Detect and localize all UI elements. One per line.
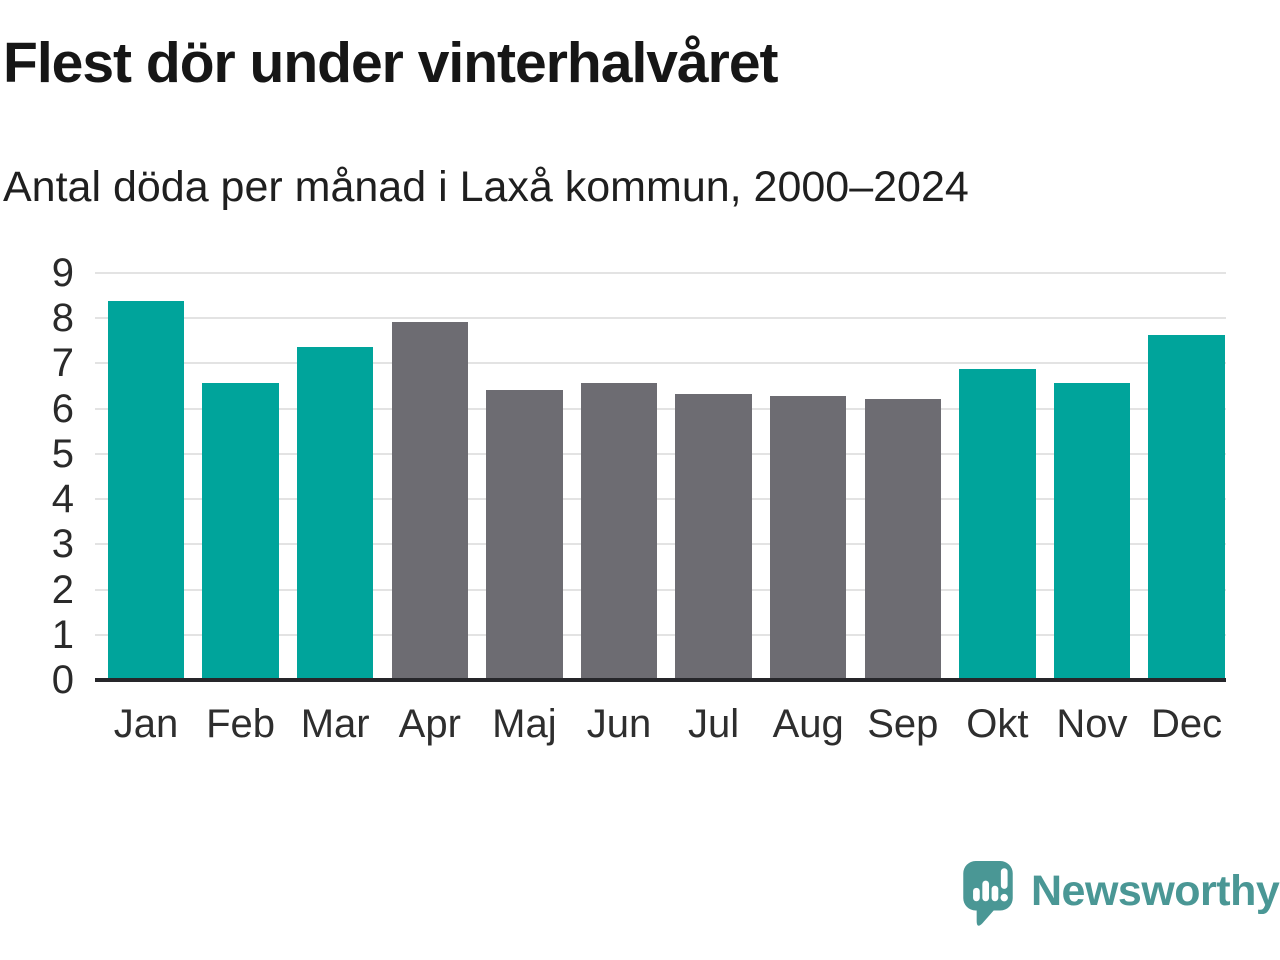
- newsworthy-wordmark: Newsworthy: [1031, 867, 1280, 915]
- grid-line-y6: [95, 407, 1226, 410]
- bar-jun: [580, 382, 658, 679]
- x-tick-label-maj: Maj: [492, 702, 557, 746]
- bar-apr: [391, 321, 469, 679]
- bar-jan: [107, 301, 185, 679]
- y-tick-label-8: 8: [51, 296, 74, 341]
- grid-line-y8: [95, 317, 1226, 320]
- x-tick-label-jun: Jun: [586, 702, 652, 746]
- bar-feb: [202, 382, 279, 679]
- bar-okt: [959, 369, 1036, 679]
- newsworthy-logo: Newsworthy: [962, 860, 1280, 928]
- bar-aug: [769, 396, 847, 679]
- x-tick-label-okt: Okt: [966, 702, 1029, 746]
- chart-subtitle: Antal döda per månad i Laxå kommun, 2000…: [3, 163, 969, 211]
- y-tick-label-2: 2: [51, 567, 74, 612]
- grid-line-y3: [95, 543, 1226, 546]
- grid-line-y2: [95, 588, 1226, 591]
- x-axis-line: [95, 678, 1226, 682]
- x-tick-label-dec: Dec: [1151, 702, 1223, 746]
- y-tick-label-3: 3: [51, 522, 74, 567]
- x-tick-label-feb: Feb: [206, 702, 276, 746]
- bar-mar: [296, 346, 374, 679]
- newsworthy-bubble-chart-icon: [963, 861, 1013, 926]
- y-tick-label-1: 1: [51, 612, 74, 657]
- grid-line-y5: [95, 452, 1226, 455]
- y-tick-label-7: 7: [51, 341, 74, 386]
- bar-maj: [486, 389, 563, 679]
- grid-line-y9: [95, 272, 1226, 275]
- grid-line-y1: [95, 633, 1226, 636]
- x-tick-label-jan: Jan: [113, 702, 179, 746]
- bar-nov: [1053, 382, 1131, 679]
- grid-line-y7: [95, 362, 1226, 365]
- chart-title: Flest dör under vinterhalvåret: [3, 31, 779, 95]
- x-tick-label-aug: Aug: [772, 702, 844, 746]
- grid-line-y4: [95, 498, 1226, 501]
- y-tick-label-5: 5: [51, 431, 74, 476]
- x-tick-label-sep: Sep: [867, 702, 939, 746]
- bar-jul: [675, 394, 752, 679]
- bar-dec: [1148, 335, 1225, 679]
- y-tick-label-0: 0: [51, 658, 74, 702]
- x-tick-label-apr: Apr: [398, 702, 461, 746]
- x-tick-label-nov: Nov: [1056, 702, 1128, 746]
- x-tick-label-jul: Jul: [688, 702, 740, 746]
- y-tick-label-9: 9: [51, 251, 74, 296]
- y-tick-label-4: 4: [51, 477, 74, 522]
- x-tick-label-mar: Mar: [300, 702, 370, 746]
- bar-sep: [864, 398, 942, 679]
- y-tick-label-6: 6: [51, 386, 74, 431]
